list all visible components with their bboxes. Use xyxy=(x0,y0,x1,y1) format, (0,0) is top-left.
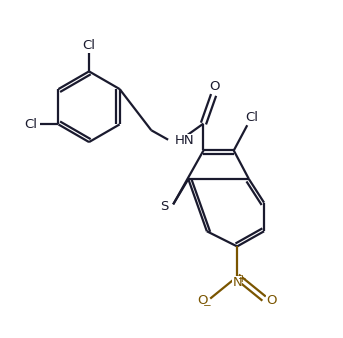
Text: O: O xyxy=(266,294,277,307)
Text: O: O xyxy=(210,80,220,93)
Text: Cl: Cl xyxy=(83,39,96,52)
Text: Cl: Cl xyxy=(24,118,37,131)
Text: O: O xyxy=(198,294,208,307)
Text: S: S xyxy=(161,199,169,213)
Text: N: N xyxy=(232,276,242,289)
Text: +: + xyxy=(238,274,247,284)
Text: Cl: Cl xyxy=(245,111,258,124)
Text: −: − xyxy=(203,301,212,311)
Text: HN: HN xyxy=(175,134,194,147)
